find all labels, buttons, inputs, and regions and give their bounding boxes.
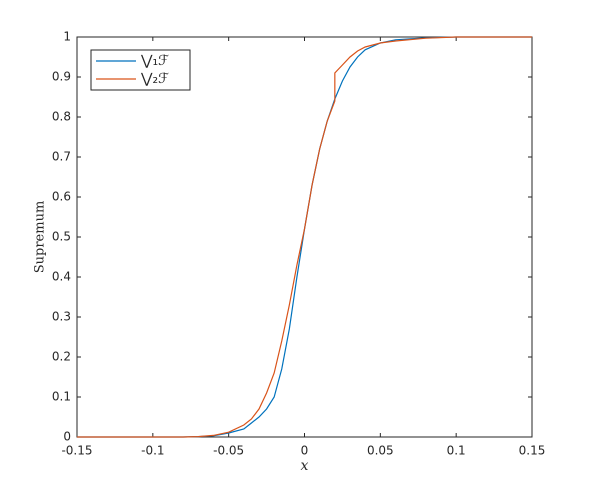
y-tick-label: 0.8 — [52, 110, 71, 124]
y-tick-label: 0.2 — [52, 350, 71, 364]
y-tick-label: 0.7 — [52, 150, 71, 164]
x-tick-label: 0.1 — [447, 444, 466, 458]
series-line — [77, 36, 532, 438]
y-tick-label: 0.5 — [52, 230, 71, 244]
y-tick-label: 1 — [63, 30, 71, 44]
y-tick-label: 0.3 — [52, 310, 71, 324]
y-tick-label: 0.4 — [52, 270, 71, 284]
x-axis-label: x — [301, 458, 309, 474]
x-tick-label: -0.05 — [213, 444, 244, 458]
x-tick-label: -0.15 — [61, 444, 92, 458]
y-tick-label: 0.6 — [52, 190, 71, 204]
legend-box — [90, 49, 191, 91]
x-tick-label: 0.15 — [519, 444, 546, 458]
legend-label: ⋁₂ℱ — [140, 71, 169, 87]
x-tick-label: -0.1 — [141, 444, 164, 458]
y-tick-label: 0.1 — [52, 390, 71, 404]
x-tick-label: 0 — [301, 444, 309, 458]
y-tick-label: 0 — [63, 430, 71, 444]
y-tick-label: 0.9 — [52, 70, 71, 84]
legend-label: ⋁₁ℱ — [140, 53, 169, 69]
x-tick-label: 0.05 — [367, 444, 394, 458]
y-axis-label: Supremum — [33, 201, 48, 274]
